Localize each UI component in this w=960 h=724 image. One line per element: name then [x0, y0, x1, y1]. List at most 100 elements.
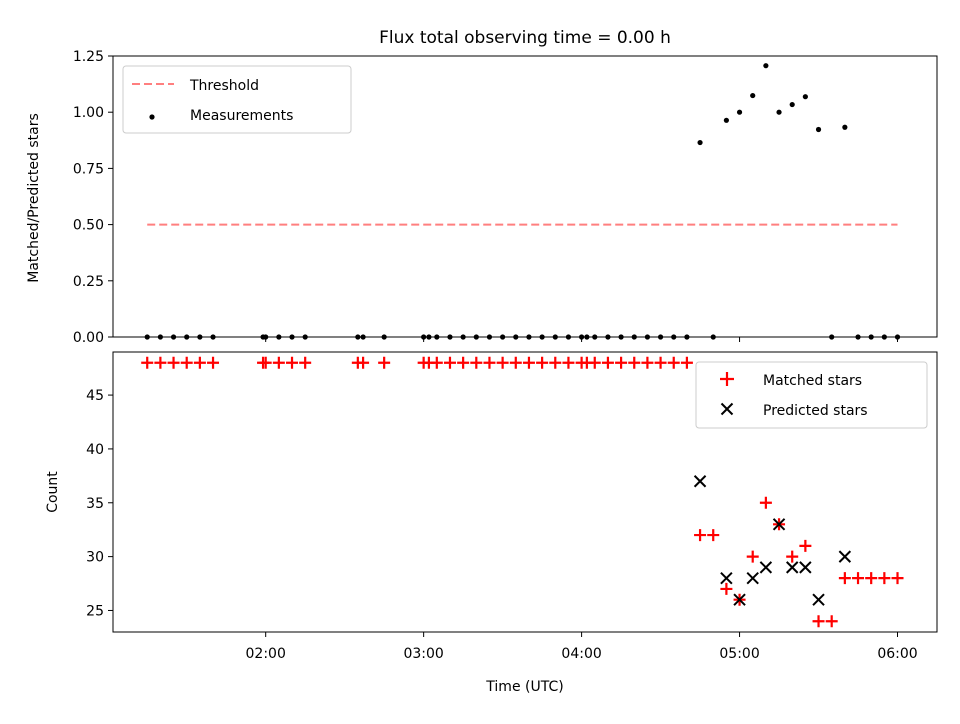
matched-star-point: [628, 356, 641, 369]
top-y-axis: 0.00 0.25 0.50 0.75 1.00 1.25: [73, 49, 113, 346]
bottom-xtick-label: 03:00: [403, 646, 443, 662]
bottom-xtick-label: 05:00: [719, 646, 759, 662]
matched-legend-label: Matched stars: [763, 373, 862, 389]
bottom-ylabel: Count: [45, 471, 61, 513]
top-ytick-label: 0.25: [73, 274, 104, 290]
measurement-point: [697, 139, 703, 146]
top-ytick-label: 0.50: [73, 218, 104, 234]
matched-star-point: [786, 550, 799, 563]
top-panel: Matched/Predicted stars 0.00 0.25 0.50 0.75…: [26, 49, 938, 346]
matched-star-point: [720, 582, 733, 595]
bottom-y-axis: 25 30 35 40 45: [86, 388, 113, 619]
matched-star-point: [457, 356, 470, 369]
matched-star-point: [825, 615, 838, 628]
matched-star-point: [378, 356, 391, 369]
matched-star-point: [193, 356, 206, 369]
matched-legend-swatch: [720, 372, 734, 386]
matched-star-point: [299, 356, 312, 369]
measurement-point: [815, 126, 822, 133]
top-ytick-label: 1.00: [73, 105, 104, 121]
matched-star-point: [443, 356, 456, 369]
matched-star-point: [812, 615, 825, 628]
measurement-point: [776, 109, 782, 115]
matched-star-point: [615, 356, 628, 369]
x-axis-label: Time (UTC): [485, 679, 563, 695]
matched-star-point: [430, 356, 443, 369]
predicted-star-point: [693, 475, 707, 488]
matched-star-point: [562, 356, 575, 369]
top-x-axis: [265, 337, 899, 342]
predicted-star-point: [772, 518, 786, 531]
matched-star-point: [154, 356, 167, 369]
matched-star-point: [852, 572, 865, 585]
bottom-ytick-label: 45: [86, 388, 104, 404]
matched-star-point: [759, 496, 772, 509]
matched-star-point: [141, 356, 154, 369]
matched-star-point: [357, 356, 370, 369]
predicted-star-point: [759, 561, 773, 574]
top-ylabel: Matched/Predicted stars: [26, 113, 42, 283]
bottom-ytick-label: 40: [86, 442, 104, 458]
matched-star-point: [272, 356, 285, 369]
top-legend-box: [122, 65, 352, 134]
predicted-star-point: [812, 593, 825, 606]
matched-star-point: [549, 356, 562, 369]
matched-star-point: [536, 356, 549, 369]
predicted-star-point: [720, 571, 733, 585]
bottom-ytick-label: 35: [86, 496, 104, 512]
matched-star-point: [259, 356, 272, 369]
predicted-star-point: [786, 561, 799, 574]
bottom-xtick-label: 06:00: [877, 646, 917, 662]
matched-star-point: [601, 356, 614, 369]
bottom-ytick-label: 30: [86, 550, 104, 566]
predicted-star-point: [733, 593, 746, 606]
top-ytick-label: 0.00: [73, 330, 104, 346]
matched-star-point: [865, 572, 878, 585]
matched-star-point: [667, 356, 680, 369]
matched-star-point: [799, 539, 812, 552]
matched-star-point: [496, 356, 509, 369]
matched-star-point: [878, 572, 891, 585]
bottom-plot-area: [141, 356, 904, 628]
measurement-point: [723, 117, 729, 123]
matched-star-point: [180, 356, 193, 369]
matched-star-point: [286, 356, 299, 369]
bottom-xtick-label: 02:00: [246, 646, 286, 662]
bottom-legend: Matched stars Predicted stars: [695, 361, 928, 429]
predicted-legend-label: Predicted stars: [763, 403, 868, 419]
matched-star-point: [641, 356, 654, 369]
measurement-point: [736, 109, 743, 115]
matched-star-point: [746, 550, 759, 563]
matched-star-point: [509, 356, 522, 369]
bottom-x-axis: 02:00 03:00 04:00 05:00 06:00: [246, 632, 918, 662]
measurement-point: [763, 63, 769, 69]
bottom-axes-frame: [112, 351, 938, 633]
bottom-xtick-label: 04:00: [561, 646, 601, 662]
measurement-point: [750, 92, 756, 99]
matched-star-point: [470, 356, 483, 369]
matched-star-point: [483, 356, 496, 369]
top-legend: Threshold Measurements: [122, 65, 352, 134]
top-ytick-label: 1.25: [73, 49, 104, 65]
top-axes-frame: [112, 55, 938, 338]
matched-star-point: [891, 572, 904, 585]
measurements-legend-swatch: [149, 114, 155, 120]
bottom-legend-box: [695, 361, 928, 429]
top-ytick-label: 0.75: [73, 161, 104, 177]
matched-star-point: [707, 529, 720, 542]
predicted-star-point: [799, 561, 812, 574]
matched-star-point: [522, 356, 535, 369]
chart-title: Flux total observing time = 0.00 h: [379, 28, 671, 48]
measurement-point: [789, 101, 795, 108]
predicted-star-point: [838, 550, 852, 563]
bottom-panel: Count 25 30 35 40 45 02:00 03:00 04:00 05:00 06:…: [45, 351, 938, 695]
predicted-star-point: [746, 571, 759, 585]
threshold-legend-label: Threshold: [189, 78, 259, 94]
matched-star-point: [680, 356, 693, 369]
measurement-point: [802, 94, 808, 100]
bottom-ytick-label: 25: [86, 603, 104, 619]
matched-star-point: [588, 356, 601, 369]
measurement-point: [842, 124, 848, 130]
